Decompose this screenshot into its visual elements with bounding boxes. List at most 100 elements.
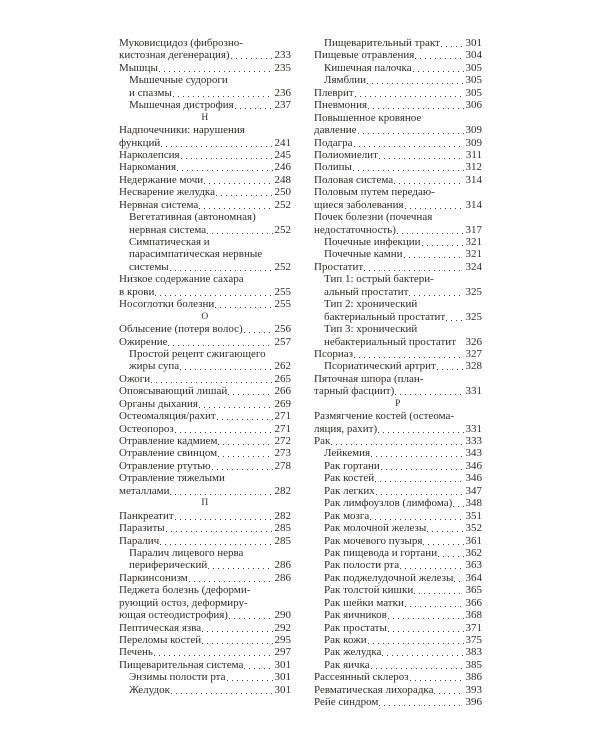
index-entry-line: Рак костей 346 xyxy=(314,472,482,485)
index-entry-line: Псориаз 327 xyxy=(314,347,483,361)
index-entry-line: небактериальный простатит 326 xyxy=(314,336,482,348)
dot-leader xyxy=(454,571,464,585)
dot-leader xyxy=(204,173,273,187)
entry-text: Отравление ртутью xyxy=(119,459,211,472)
index-entry-line: Паркинсонизм 286 xyxy=(119,571,291,585)
entry-text: Лейкемия xyxy=(324,447,371,460)
page-number: 396 xyxy=(465,696,483,709)
entry-text: Симпатическая и xyxy=(129,236,210,248)
index-entry-line: ляция, рахит) 331 xyxy=(314,422,482,435)
dot-leader xyxy=(165,522,273,535)
page-number: 305 xyxy=(465,61,483,74)
index-entry-line: Подагра 309 xyxy=(314,136,482,149)
index-entry-line: Низкое содержание сахара xyxy=(119,273,291,285)
index-entry-line: Тип 3: хронический xyxy=(314,323,482,335)
entry-text: парасимпатическая нервные xyxy=(129,248,263,261)
dot-leader xyxy=(180,148,273,162)
dot-leader xyxy=(427,522,464,535)
page-number: 368 xyxy=(465,609,483,622)
entry-text: Половая система xyxy=(314,173,394,186)
index-entry-line: недостаточность) 317 xyxy=(314,223,482,236)
page-number: 278 xyxy=(274,459,292,472)
index-entry-line: кистозная дегенерация) 233 xyxy=(119,49,292,62)
entry-text: Рак яичников xyxy=(324,609,387,622)
entry-text: Полиомиелит xyxy=(314,148,378,161)
page-number: 248 xyxy=(274,173,292,186)
entry-text: Рак xyxy=(314,435,331,447)
dot-leader xyxy=(371,447,464,460)
entry-text: Педжета болезнь (деформи- xyxy=(119,584,251,597)
index-entry-line: Рак 333 xyxy=(314,435,482,448)
page-number: 282 xyxy=(274,509,292,522)
entry-text: Рак мочевого пузыря xyxy=(324,534,423,547)
entry-text: Лямблии xyxy=(324,74,367,87)
index-entry-line: Несварение желудка 250 xyxy=(119,186,291,199)
page-number: 327 xyxy=(465,347,483,360)
index-entry-line: Носоглотки болезни 255 xyxy=(119,298,291,311)
letter-heading: О xyxy=(201,311,209,322)
dot-leader xyxy=(218,447,273,460)
dot-leader xyxy=(169,260,273,274)
entry-text: Пищеварительная система xyxy=(119,658,244,671)
index-entry-line: Псориатический артрит 328 xyxy=(314,360,482,373)
page-number: 297 xyxy=(274,646,292,659)
index-entry-line: Отравление тяжелыми xyxy=(119,472,291,484)
entry-text: бактериальный простатит xyxy=(324,310,446,323)
page-number: 304 xyxy=(465,49,483,62)
entry-text: Рак мозга xyxy=(324,509,370,522)
entry-text: Ревматическая лихорадка xyxy=(314,683,434,696)
index-entry-line: бактериальный простатит 325 xyxy=(314,310,482,324)
page-number: 241 xyxy=(274,136,292,149)
page-number: 351 xyxy=(465,509,483,522)
entry-text: Половым путем передаю- xyxy=(314,186,435,199)
entry-text: Надпочечники: нарушения xyxy=(119,124,245,137)
entry-text: Ожирение xyxy=(119,335,168,348)
entry-text: Желудок xyxy=(129,683,170,696)
index-entry-line: Вегетативная (автономная) xyxy=(119,211,291,223)
page-number: 266 xyxy=(274,385,292,398)
index-columns: Муковисцидоз (фиброзно-кистозная дегенер… xyxy=(119,37,482,709)
page-number: 233 xyxy=(274,49,292,62)
dot-leader xyxy=(375,484,464,498)
entry-text: Остеопороз xyxy=(119,422,174,435)
index-entry-line: Рак лимфоузлов (лимфома) 348 xyxy=(314,497,482,510)
dot-leader xyxy=(414,584,464,597)
page-number: 361 xyxy=(465,534,483,547)
index-entry-line: Паралич лицевого нерва xyxy=(119,547,291,559)
entry-text: Муковисцидоз (фиброзно- xyxy=(119,37,243,49)
page-number: 301 xyxy=(274,683,292,696)
entry-text: Тип 3: хронический xyxy=(324,323,418,336)
index-entry-line: Остеопороз 271 xyxy=(119,422,291,435)
dot-leader xyxy=(378,422,464,435)
page-number: 309 xyxy=(465,124,483,137)
entry-text: Полипы xyxy=(314,161,352,174)
index-entry-line: Рак пищевода и гортани 362 xyxy=(314,546,482,560)
page-number: 235 xyxy=(274,61,292,74)
dot-leader xyxy=(423,534,464,547)
page-number: 255 xyxy=(274,285,292,298)
dot-leader xyxy=(396,223,464,236)
index-entry-line: Нарколепсия 245 xyxy=(119,148,292,162)
entry-text: Рак шейки матки xyxy=(324,596,404,609)
entry-text: Простой рецепт сжигающего xyxy=(129,347,266,360)
index-entry-line: Полиомиелит 311 xyxy=(314,148,482,162)
page-number: 245 xyxy=(274,148,292,161)
entry-text: Почечные камни xyxy=(324,248,403,261)
page-number: 282 xyxy=(274,484,292,497)
page-number: 326 xyxy=(465,335,483,348)
page-number: 386 xyxy=(465,671,483,684)
dot-leader xyxy=(357,124,464,137)
entry-text: Рак лимфоузлов (лимфома) xyxy=(324,497,453,510)
entry-text: ляция, рахит) xyxy=(314,422,378,435)
page-number: 306 xyxy=(465,99,483,112)
page-number: 269 xyxy=(274,397,292,410)
index-entry-line: Мышечная дистрофия 237 xyxy=(119,99,291,112)
index-entry-line: Пищеварительная система 301 xyxy=(119,658,291,672)
dot-leader xyxy=(180,360,273,373)
entry-text: Пневмония xyxy=(314,99,368,112)
index-entry-line: Симпатическая и xyxy=(119,236,291,248)
entry-text: Пищеварительный тракт xyxy=(324,37,440,49)
dot-leader xyxy=(208,559,273,572)
dot-leader xyxy=(354,86,464,100)
index-entry-line: Рак яичников 368 xyxy=(314,609,483,622)
